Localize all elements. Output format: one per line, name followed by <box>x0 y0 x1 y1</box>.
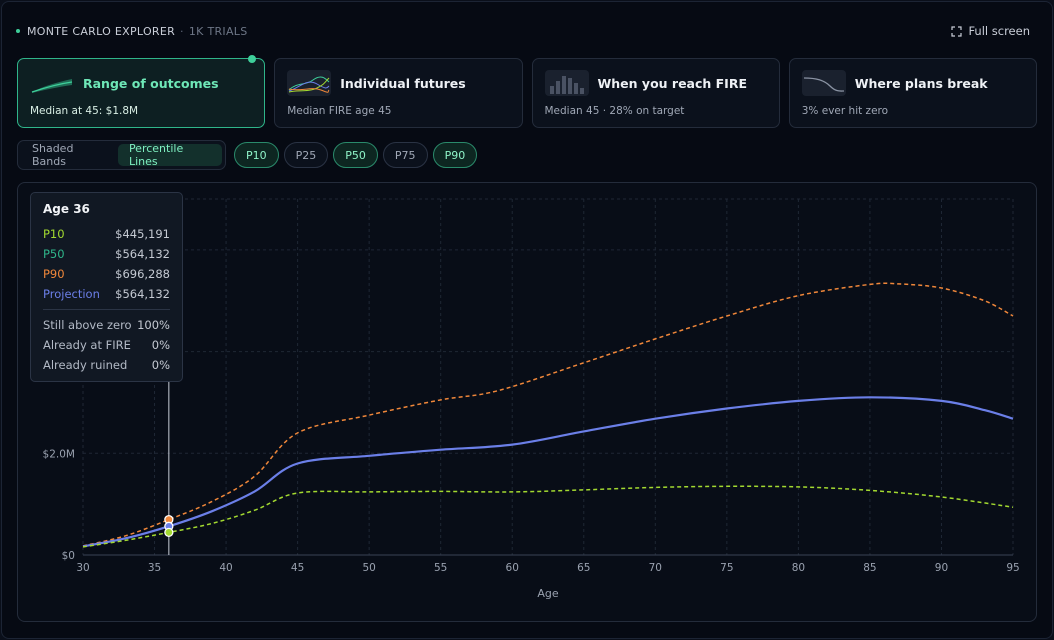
series-line-p10 <box>82 485 1014 548</box>
percentile-line-chart[interactable]: 30 35 40 45 50 55 60 65 70 75 80 85 90 95 $0 $2.0M Age <box>18 183 1038 623</box>
tooltip-row-p50: P50 $564,132 <box>43 244 170 264</box>
card-subtitle: Median 45 · 28% on target <box>544 105 685 117</box>
tooltip-title: Age 36 <box>43 202 90 216</box>
x-tick-label: 55 <box>434 562 447 574</box>
pill-p25[interactable]: P25 <box>283 142 329 168</box>
x-tick-label: 85 <box>863 562 876 574</box>
tooltip-label: P50 <box>43 247 65 261</box>
toggle-percentile-lines[interactable]: Percentile Lines <box>117 142 222 168</box>
tooltip-row-p90: P90 $696,288 <box>43 264 170 284</box>
card-subtitle: Median at 45: $1.8M <box>30 105 139 117</box>
x-axis-label: Age <box>537 587 559 600</box>
card-title: Where plans break <box>854 75 988 91</box>
trials-count: 1K TRIALS <box>188 24 248 38</box>
x-tick-label: 95 <box>1006 562 1019 574</box>
tooltip-value: $564,132 <box>115 247 170 261</box>
toggle-shaded-bands[interactable]: Shaded Bands <box>32 142 74 168</box>
percentile-filters: P10 P25 P50 P75 P90 <box>234 142 478 168</box>
tooltip-value: $696,288 <box>115 267 170 281</box>
app-title: MONTE CARLO EXPLORER <box>27 24 176 38</box>
tooltip-value: $445,191 <box>115 227 170 241</box>
chart-tooltip: Age 36 P10 $445,191 P50 $564,132 P90 $69… <box>30 192 183 382</box>
series-line-p90 <box>82 282 1014 547</box>
y-tick-label: $0 <box>62 550 75 562</box>
active-indicator-dot <box>248 55 257 63</box>
tooltip-value: $564,132 <box>115 287 170 301</box>
pill-p75[interactable]: P75 <box>382 142 428 168</box>
card-where-plans-break[interactable]: Where plans break 3% ever hit zero <box>788 58 1037 128</box>
status-dot-icon <box>16 29 20 33</box>
tooltip-row-p10: P10 $445,191 <box>43 224 170 244</box>
x-tick-label: 60 <box>506 562 519 574</box>
card-subtitle: Median FIRE age 45 <box>287 105 392 117</box>
histogram-icon <box>544 70 589 96</box>
x-tick-label: 70 <box>649 562 662 574</box>
spaghetti-chart-icon <box>287 70 332 96</box>
card-individual-futures[interactable]: Individual futures Median FIRE age 45 <box>274 58 523 128</box>
pill-p90[interactable]: P90 <box>432 142 478 168</box>
pill-p50[interactable]: P50 <box>333 142 378 168</box>
tooltip-label: P10 <box>43 227 65 241</box>
x-tick-label: 50 <box>362 562 375 574</box>
chart-panel[interactable]: 30 35 40 45 50 55 60 65 70 75 80 85 90 95 $0 $2.0M Age <box>17 182 1037 622</box>
fullscreen-button[interactable]: Full screen <box>951 24 1030 38</box>
x-tick-label: 30 <box>76 562 89 574</box>
tooltip-stat-row: Already at FIRE 0% <box>43 335 170 355</box>
view-cards: Range of outcomes Median at 45: $1.8M In… <box>17 55 1037 128</box>
hover-point-p10 <box>164 527 174 538</box>
x-tick-label: 75 <box>720 562 733 574</box>
brand: MONTE CARLO EXPLORER · 1K TRIALS <box>16 25 248 38</box>
card-title: Individual futures <box>340 75 466 91</box>
x-tick-label: 90 <box>935 562 948 574</box>
tooltip-stat-row: Already ruined 0% <box>43 355 170 375</box>
x-tick-label: 65 <box>577 562 590 574</box>
x-tick-label: 80 <box>792 562 805 574</box>
tooltip-stat-label: Still above zero <box>43 318 132 332</box>
x-tick-label: 45 <box>291 562 304 574</box>
card-title: When you reach FIRE <box>597 75 748 91</box>
card-range-of-outcomes[interactable]: Range of outcomes Median at 45: $1.8M <box>17 55 266 128</box>
tooltip-row-projection: Projection $564,132 <box>43 284 170 304</box>
y-tick-label: $2.0M <box>43 448 75 460</box>
card-title: Range of outcomes <box>83 75 219 91</box>
tooltip-label: Projection <box>43 287 100 301</box>
x-tick-label: 40 <box>219 562 232 574</box>
expand-icon <box>951 25 963 37</box>
header: MONTE CARLO EXPLORER · 1K TRIALS Full sc… <box>16 22 1038 40</box>
x-tick-label: 35 <box>148 562 161 574</box>
tooltip-label: P90 <box>43 267 65 281</box>
tooltip-stat-label: Already at FIRE <box>43 338 131 352</box>
decline-curve-icon <box>801 70 846 96</box>
tooltip-stat-value: 0% <box>151 358 170 372</box>
card-subtitle: 3% ever hit zero <box>801 105 889 117</box>
pill-p10[interactable]: P10 <box>234 142 279 168</box>
view-mode-toggle: Shaded Bands Percentile Lines <box>17 140 226 170</box>
title-separator: · <box>180 24 184 38</box>
tooltip-stat-value: 100% <box>137 318 170 332</box>
tooltip-stat-value: 0% <box>151 338 170 352</box>
tooltip-divider <box>43 309 170 310</box>
series-line-projection <box>82 396 1014 548</box>
fullscreen-label: Full screen <box>968 24 1030 38</box>
fan-chart-icon <box>30 70 74 96</box>
tooltip-stat-label: Already ruined <box>43 358 128 372</box>
card-when-you-reach-fire[interactable]: When you reach FIRE Median 45 · 28% on t… <box>531 58 780 128</box>
tooltip-stat-row: Still above zero 100% <box>43 315 170 335</box>
